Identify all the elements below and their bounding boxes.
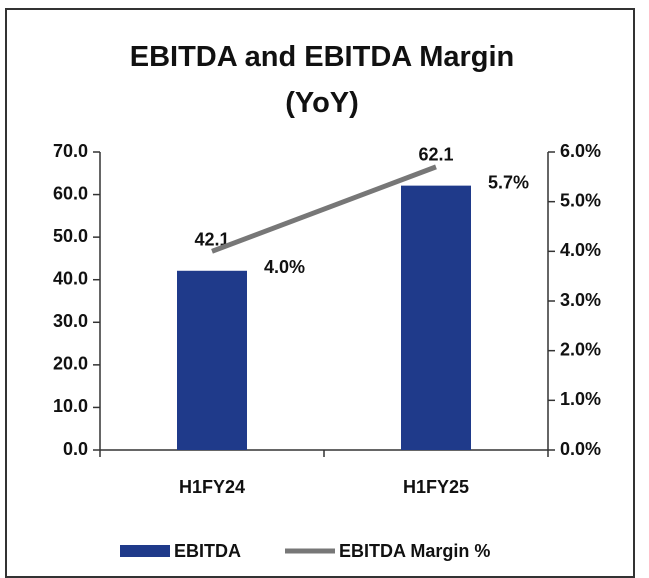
- y-tick-label: 50.0: [53, 226, 88, 246]
- y2-tick-label: 0.0%: [560, 439, 601, 459]
- y-tick-label: 20.0: [53, 354, 88, 374]
- y-tick-label: 10.0: [53, 396, 88, 416]
- y2-tick-label: 5.0%: [560, 190, 601, 210]
- legend-swatch: [120, 545, 170, 557]
- y2-tick-label: 6.0%: [560, 141, 601, 161]
- y2-tick-label: 2.0%: [560, 339, 601, 359]
- legend-label: EBITDA: [174, 541, 241, 561]
- y-tick-label: 60.0: [53, 183, 88, 203]
- bar: [177, 270, 247, 450]
- x-tick-label: H1FY24: [179, 477, 245, 497]
- bar-value-label: 62.1: [418, 144, 453, 164]
- line-value-label: 5.7%: [488, 173, 529, 193]
- y-tick-label: 70.0: [53, 141, 88, 161]
- y-tick-label: 0.0: [63, 439, 88, 459]
- line-value-label: 4.0%: [264, 257, 305, 277]
- y2-tick-label: 3.0%: [560, 290, 601, 310]
- bar: [401, 185, 471, 451]
- x-tick-label: H1FY25: [403, 477, 469, 497]
- y2-tick-label: 1.0%: [560, 389, 601, 409]
- y2-tick-label: 4.0%: [560, 240, 601, 260]
- bar-value-label: 42.1: [194, 230, 229, 250]
- y-tick-label: 30.0: [53, 311, 88, 331]
- line: [211, 164, 437, 254]
- y-tick-label: 40.0: [53, 268, 88, 288]
- chart-title: EBITDA and EBITDA Margin (YoY): [129, 41, 515, 119]
- legend-label: EBITDA Margin %: [339, 541, 490, 561]
